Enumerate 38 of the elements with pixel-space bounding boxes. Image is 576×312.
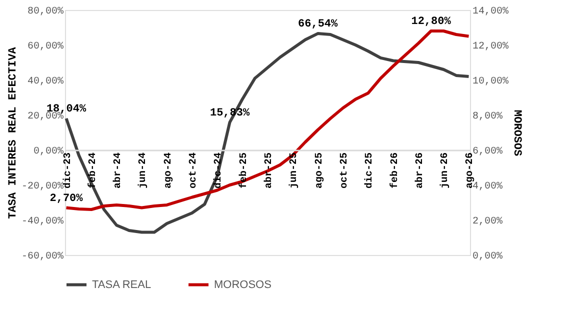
x-tick-label: abr-25 <box>263 152 275 189</box>
y2-tick-label: 6,00% <box>472 146 503 158</box>
y2-tick-label: 10,00% <box>472 76 509 88</box>
x-tick-label: jun-25 <box>288 152 300 189</box>
x-tick-label: dic-23 <box>62 152 74 189</box>
y-tick-label: 80,00% <box>27 6 64 18</box>
x-tick-label: ago-24 <box>163 152 174 189</box>
y2-tick-label: 4,00% <box>472 182 503 192</box>
legend-label: TASA REAL <box>92 278 152 291</box>
y2-tick-label: 8,00% <box>472 112 503 122</box>
x-tick-label: jun-24 <box>137 152 150 189</box>
y-tick-label: -40,00% <box>21 216 64 228</box>
y-tick-label: -60,00% <box>21 252 64 262</box>
y2-tick-label: 14,00% <box>472 6 509 18</box>
y2-tick-label: 0,00% <box>472 252 503 262</box>
x-tick-label: ago-25 <box>314 152 326 189</box>
x-tick-label: dic-24 <box>212 152 225 189</box>
y-tick-label: 40,00% <box>27 76 64 88</box>
y2-tick-label: 2,00% <box>472 216 503 228</box>
y-tick-label: 0,00% <box>33 146 64 158</box>
y-tick-label: 60,00% <box>27 42 64 52</box>
x-tick-label: oct-24 <box>188 152 200 189</box>
legend-label: MOROSOS <box>214 278 272 291</box>
x-tick-label: jun-26 <box>439 152 452 189</box>
x-tick-label: dic-25 <box>364 152 376 189</box>
y2-axis-title: MOROSOS <box>510 110 523 156</box>
x-tick-label: feb-24 <box>86 152 99 189</box>
x-tick-label: abr-26 <box>414 152 426 189</box>
data-label: 2,70% <box>50 192 84 205</box>
x-tick-label: abr-24 <box>112 152 124 189</box>
data-label: 66,54% <box>298 18 338 31</box>
x-tick-label: feb-25 <box>238 152 250 189</box>
y-axis-title: TASA INTERES REAL EFECTIVA <box>7 46 20 219</box>
x-tick-label: feb-26 <box>388 152 401 189</box>
y-tick-label: -20,00% <box>21 182 64 192</box>
x-tick-label: oct-25 <box>339 152 350 189</box>
data-label: 12,80% <box>411 16 452 28</box>
y2-tick-label: 12,00% <box>472 42 509 52</box>
